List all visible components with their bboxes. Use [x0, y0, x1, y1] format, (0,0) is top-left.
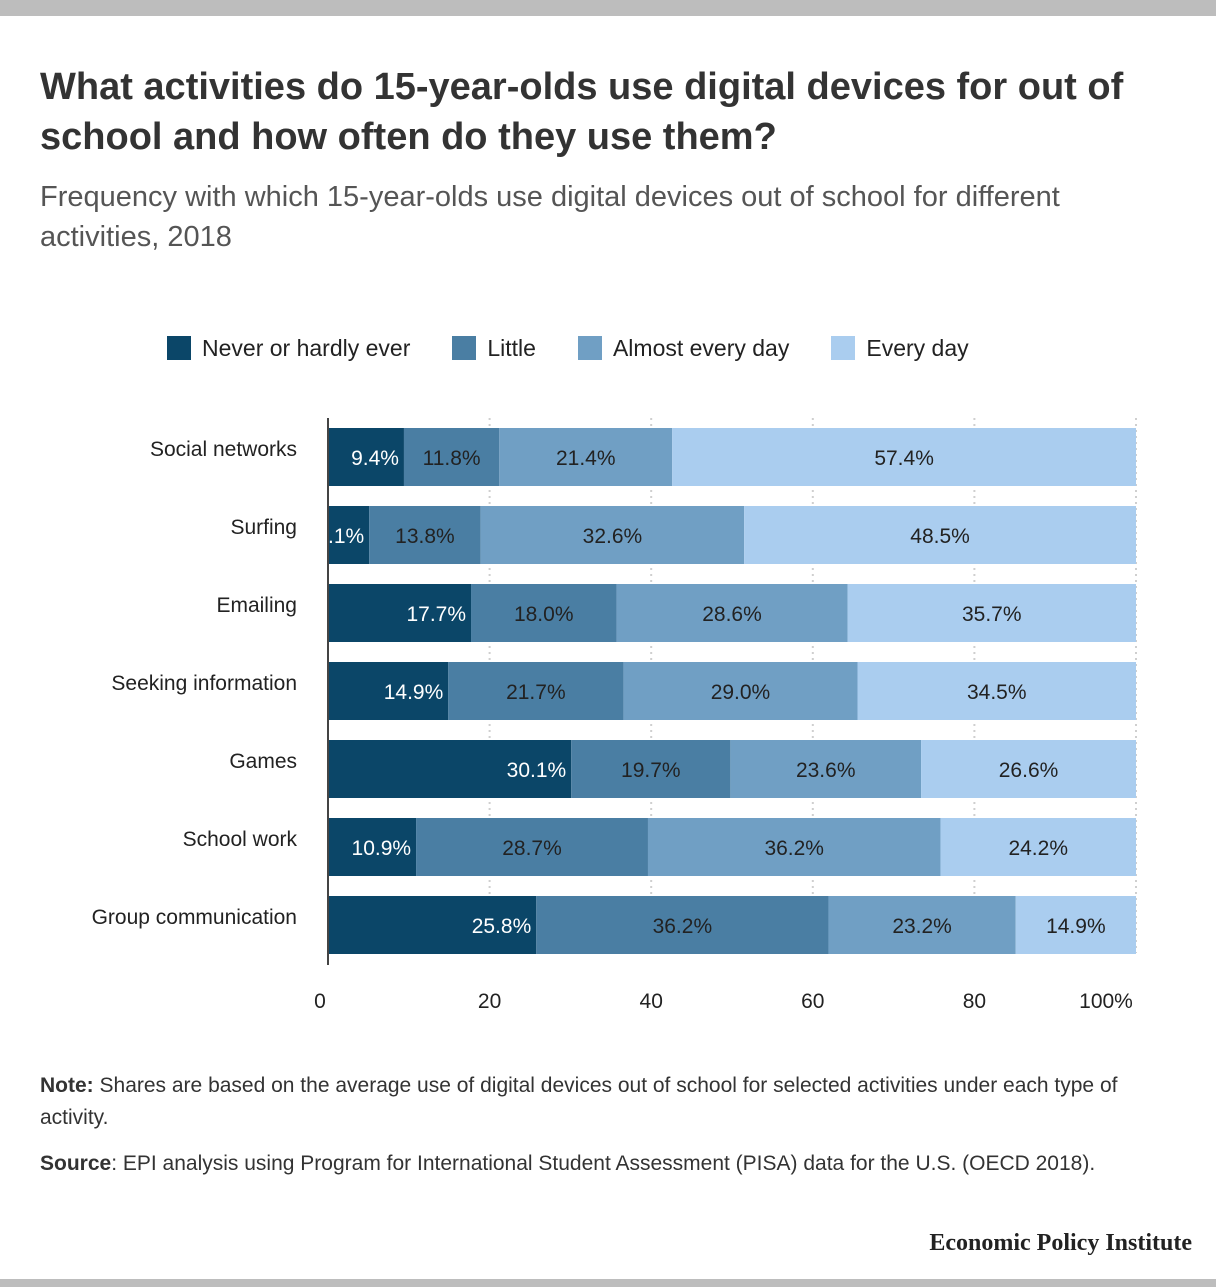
data-label: 18.0%: [514, 603, 574, 626]
legend-swatch-little: [452, 336, 477, 360]
bar-every-day: [672, 428, 1136, 486]
x-tick-label: 0: [314, 990, 326, 1013]
brand-logo: Economic Policy Institute: [929, 1230, 1192, 1256]
bar-never: [328, 662, 449, 720]
data-label: 21.7%: [506, 681, 566, 704]
bar-never: [328, 896, 537, 954]
legend-item-never: Never or hardly ever: [167, 335, 410, 362]
legend-swatch-every: [831, 336, 856, 360]
data-label: 36.2%: [653, 915, 713, 938]
category-label: Surfing: [230, 516, 297, 539]
bar-little: [403, 428, 500, 486]
data-label: 57.4%: [874, 447, 934, 470]
bar-every-day: [744, 506, 1136, 564]
bar-almost-every-day: [499, 428, 673, 486]
legend-swatch-almost: [577, 336, 602, 360]
bar-almost-every-day: [616, 584, 848, 642]
x-tick-label: 40: [640, 990, 663, 1013]
legend-label-little: Little: [487, 334, 536, 361]
legend-item-little: Little: [452, 335, 536, 362]
top-border: [0, 0, 1216, 16]
legend-label-almost: Almost every day: [612, 334, 790, 361]
data-label: 26.6%: [999, 759, 1059, 782]
source-label: Source: [40, 1152, 112, 1175]
data-label: 28.6%: [702, 603, 762, 626]
legend-label-never: Never or hardly ever: [202, 334, 411, 361]
category-label: Games: [229, 750, 297, 773]
data-label: 36.2%: [764, 837, 824, 860]
data-label: 35.7%: [962, 603, 1022, 626]
bar-every-day: [1015, 896, 1136, 954]
chart-title: What activities do 15-year-olds use digi…: [40, 66, 1124, 158]
bar-every-day: [857, 662, 1136, 720]
data-label: 9.4%: [351, 447, 399, 470]
x-tick-label: 20: [478, 990, 501, 1013]
bar-never: [328, 584, 472, 642]
bottom-border: [0, 1279, 1216, 1287]
data-label: .1%: [328, 525, 364, 548]
bar-never: [328, 506, 370, 564]
bar-every-day: [940, 818, 1136, 876]
bar-little: [471, 584, 617, 642]
x-tick-label: 60: [801, 990, 824, 1013]
data-label: 29.0%: [711, 681, 771, 704]
category-label: Group communication: [92, 906, 297, 929]
note: Note: Shares are based on the average us…: [40, 1070, 1190, 1134]
bar-almost-every-day: [623, 662, 858, 720]
data-label: 28.7%: [502, 837, 562, 860]
stacked-bar-chart: 9.4% 11.8% 21.4% 57.4% Social networks .1% 13.…: [92, 418, 1137, 1013]
source: Source: EPI analysis using Program for I…: [40, 1148, 1190, 1180]
legend-item-almost: Almost every day: [577, 334, 790, 362]
bar-every-day: [921, 740, 1136, 798]
data-label: 32.6%: [583, 525, 643, 548]
data-label: 13.8%: [395, 525, 455, 548]
bar-never: [328, 818, 417, 876]
data-label: 23.6%: [796, 759, 856, 782]
legend-label-every: Every day: [866, 334, 969, 361]
bar-almost-every-day: [730, 740, 922, 798]
data-label: 30.1%: [507, 759, 567, 782]
note-text: Shares are based on the average use of d…: [40, 1074, 1118, 1129]
bar-little: [571, 740, 731, 798]
data-label: 25.8%: [472, 915, 532, 938]
bar-almost-every-day: [828, 896, 1016, 954]
data-label: 17.7%: [406, 603, 466, 626]
bar-almost-every-day: [480, 506, 745, 564]
data-label: 14.9%: [384, 681, 444, 704]
data-label: 48.5%: [910, 525, 970, 548]
data-label: 19.7%: [621, 759, 681, 782]
legend: Never or hardly ever Little Almost every…: [167, 333, 1011, 363]
category-label: Emailing: [216, 594, 297, 617]
category-label: Social networks: [150, 438, 297, 461]
legend-item-every: Every day: [831, 334, 969, 362]
category-label: Seeking information: [111, 672, 297, 695]
bar-little: [416, 818, 648, 876]
bar-never: [328, 428, 404, 486]
data-label: 21.4%: [556, 447, 616, 470]
data-label: 24.2%: [1008, 837, 1068, 860]
data-label: 23.2%: [892, 915, 952, 938]
bar-little: [369, 506, 481, 564]
chart-subtitle: Frequency with which 15-year-olds use di…: [40, 181, 1060, 253]
data-label: 14.9%: [1046, 915, 1106, 938]
data-label: 11.8%: [423, 447, 481, 470]
legend-swatch-never: [167, 336, 191, 360]
data-label: 10.9%: [352, 837, 412, 860]
x-tick-label: 80: [963, 990, 986, 1013]
bar-little: [536, 896, 829, 954]
bar-never: [328, 740, 572, 798]
source-text: : EPI analysis using Program for Interna…: [111, 1152, 1096, 1175]
note-label: Note:: [40, 1074, 94, 1097]
data-label: 34.5%: [967, 681, 1027, 704]
bar-almost-every-day: [647, 818, 941, 876]
category-label: School work: [183, 828, 298, 851]
bar-every-day: [847, 584, 1136, 642]
bar-little: [448, 662, 624, 720]
x-tick-label: 100%: [1079, 990, 1133, 1013]
